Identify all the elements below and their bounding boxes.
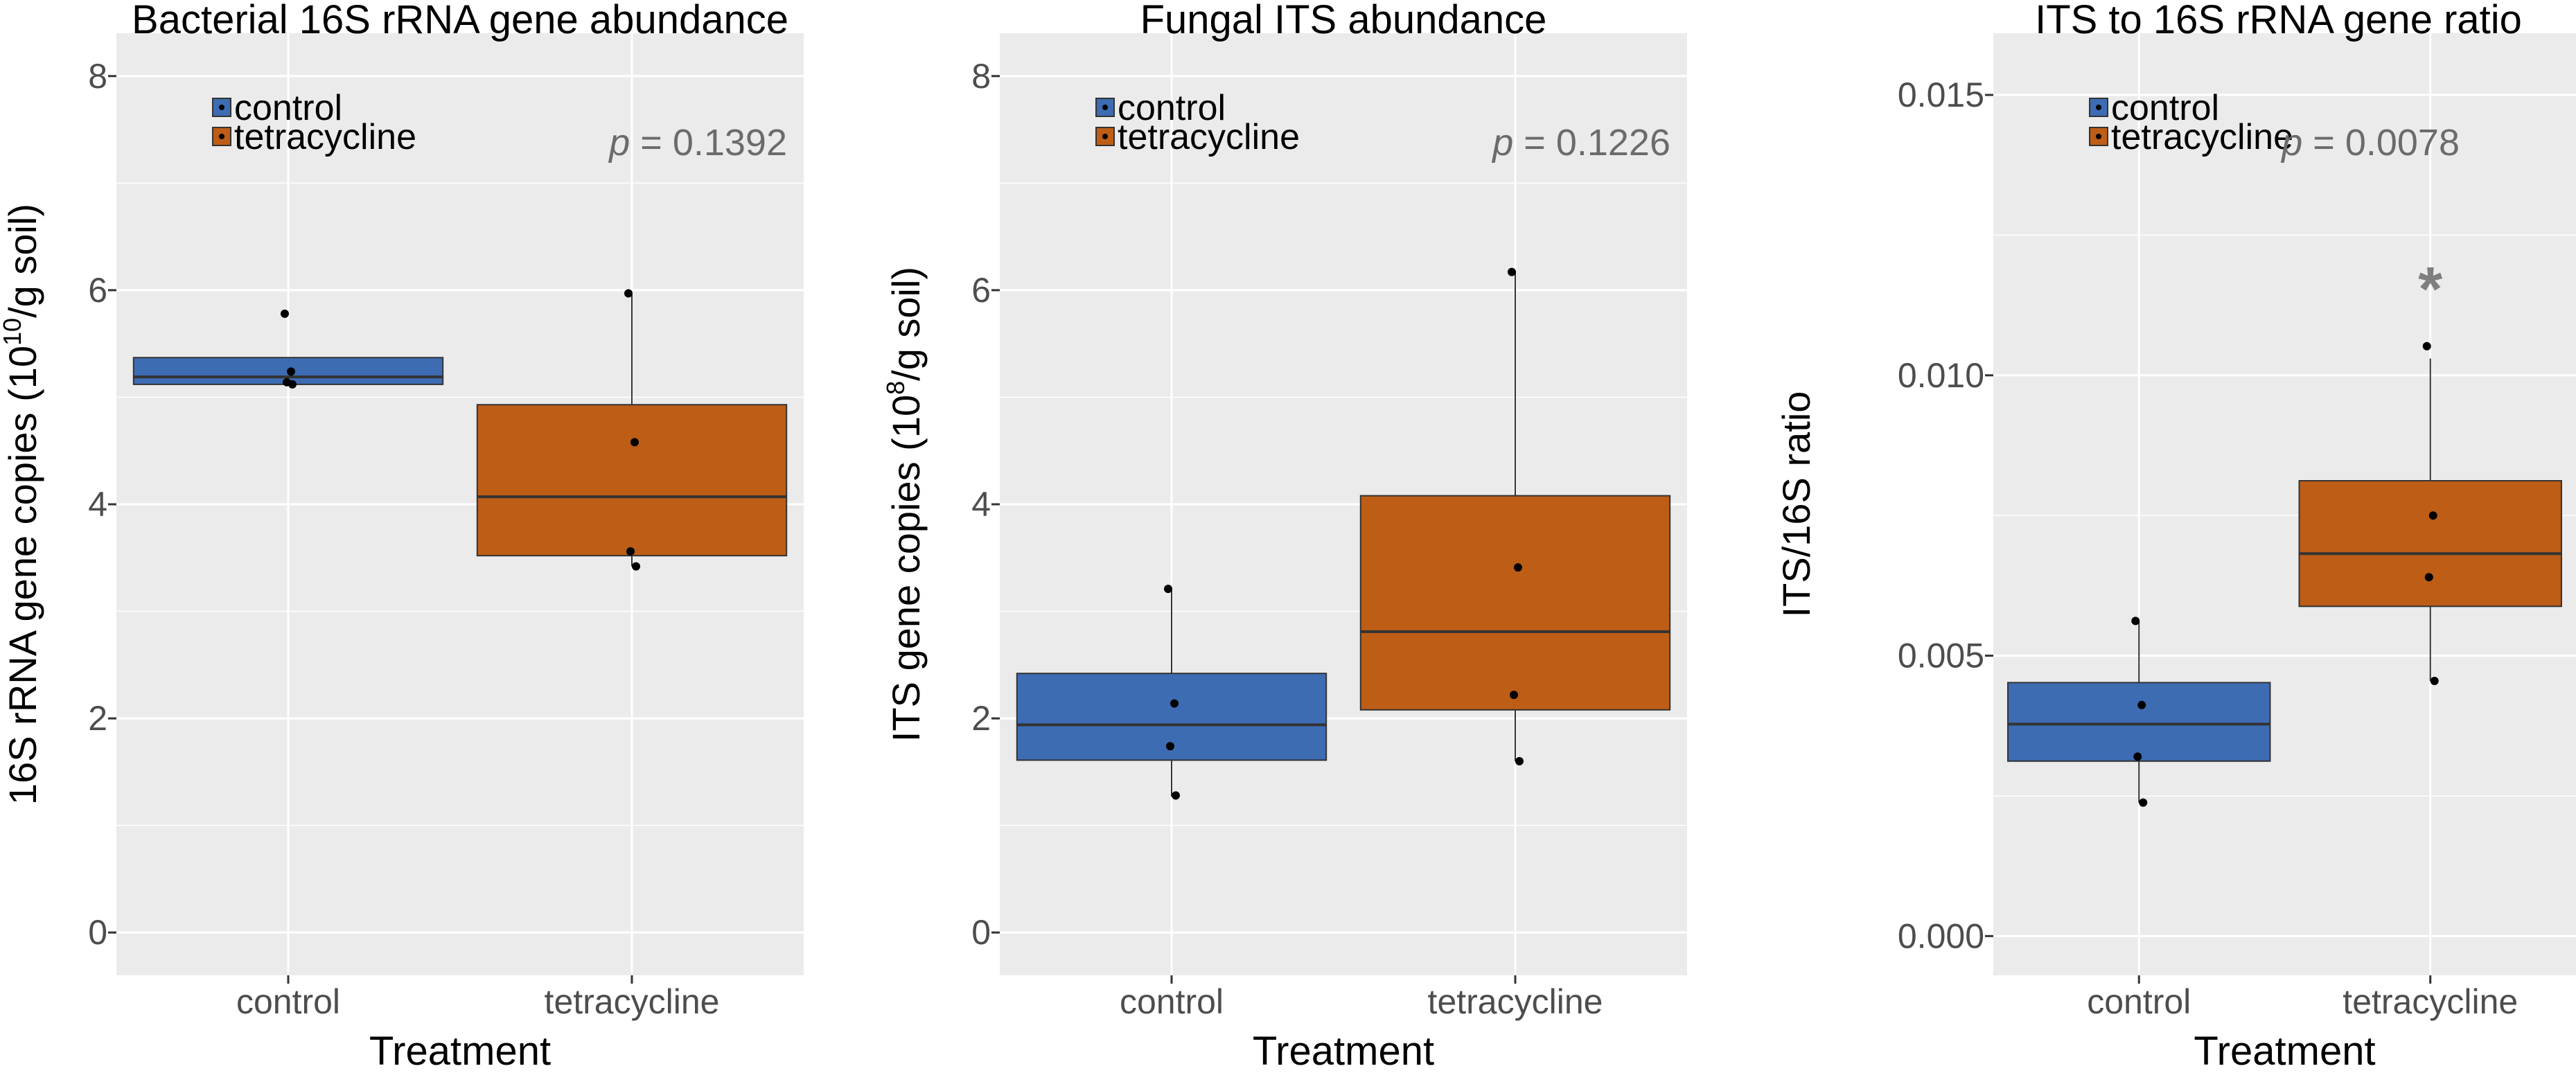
x-tick-label: control [236,982,340,1021]
data-point [1514,563,1522,572]
p-value-text: = 0.1392 [630,122,787,163]
box-tetracycline [2298,480,2562,608]
data-point [2139,798,2148,807]
y-tick-label: 4 [971,485,991,524]
y-axis-label-unit: /g soil) [884,267,928,381]
legend-key-point [219,134,224,139]
legend-key-point [2096,105,2101,110]
data-point [624,289,633,298]
y-tick-label: 4 [88,485,107,524]
y-tick-label: 2 [88,699,107,738]
legend-key-point [1102,134,1108,139]
x-axis-label: Treatment [2194,1029,2375,1073]
x-tick-label: tetracycline [1428,982,1603,1021]
y-axis-label-unit: /g soil) [1,204,44,318]
p-value-text: = 0.1226 [1513,122,1670,163]
legend-label-tetracycline: tetracycline [1118,117,1300,157]
data-point [1166,742,1174,751]
p-value-symbol: p [1491,122,1513,163]
p-value-symbol: p [608,122,630,163]
data-point [2131,617,2140,626]
y-tick-label: 6 [971,271,991,310]
data-point [287,367,295,376]
x-axis-label: Treatment [369,1029,551,1073]
legend-label-control: control [234,88,342,128]
y-tick-label: 0 [971,913,991,952]
box-control [2007,682,2271,762]
legend-key-point [1102,105,1108,110]
legend-label-tetracycline: tetracycline [2111,117,2293,157]
data-point [1170,699,1179,708]
panel-title: Bacterial 16S rRNA gene abundance [132,0,788,42]
data-point [2133,752,2142,761]
x-tick-label: tetracycline [545,982,720,1021]
y-axis-label-superscript: 8 [881,381,910,395]
y-tick-label: 8 [88,57,107,96]
panel-title: ITS to 16S rRNA gene ratio [2035,0,2522,42]
box-tetracycline [1359,495,1671,711]
y-axis-label-main: ITS/16S ratio [1774,391,1818,618]
data-point [1508,267,1516,276]
data-point [2424,573,2433,582]
significance-marker: * [2418,255,2442,324]
data-point [2430,677,2439,685]
y-tick-label: 0.010 [1898,356,1984,395]
x-tick-label: control [2087,982,2191,1021]
legend-label-control: control [2111,88,2219,128]
p-value-annotation: p = 0.0078 [2280,122,2460,163]
legend-label-control: control [1118,88,1226,128]
panel-title: Fungal ITS abundance [1140,0,1547,42]
data-point [1164,585,1172,594]
data-point [632,562,640,571]
p-value-annotation: p = 0.1226 [1491,122,1670,163]
data-point [630,438,639,447]
legend-key-point [2096,134,2101,139]
x-axis-label: Treatment [1253,1029,1434,1073]
y-axis-label: ITS/16S ratio [1774,391,1818,618]
y-axis-label-main: 16S rRNA gene copies (10 [1,346,44,805]
data-point [288,380,297,389]
data-point [2137,700,2146,709]
y-tick-label: 2 [971,699,991,738]
y-tick-label: 0.015 [1898,76,1984,114]
y-axis-label-superscript: 10 [0,318,26,346]
data-point [1510,691,1518,700]
x-tick-label: tetracycline [2343,982,2518,1021]
y-tick-label: 8 [971,57,991,96]
y-tick-label: 0.005 [1898,637,1984,675]
p-value-annotation: p = 0.1392 [608,122,787,163]
legend-label-tetracycline: tetracycline [234,117,416,157]
x-tick-label: control [1120,982,1224,1021]
p-value-text: = 0.0078 [2302,122,2460,163]
legend-key-point [219,105,224,110]
box-tetracycline [476,404,788,557]
y-axis-label-main: ITS gene copies (10 [884,395,928,742]
y-axis-label: ITS gene copies (108/g soil) [881,267,928,742]
data-point [1172,791,1180,800]
y-tick-label: 0 [88,913,107,952]
data-point [1515,756,1524,765]
y-tick-label: 6 [88,271,107,310]
y-tick-label: 0.000 [1898,916,1984,955]
data-point [626,547,635,556]
y-axis-label: 16S rRNA gene copies (1010/g soil) [0,204,44,805]
data-point [2428,511,2437,520]
data-point [2422,342,2431,351]
data-point [281,309,289,318]
p-value-symbol: p [2280,122,2302,163]
